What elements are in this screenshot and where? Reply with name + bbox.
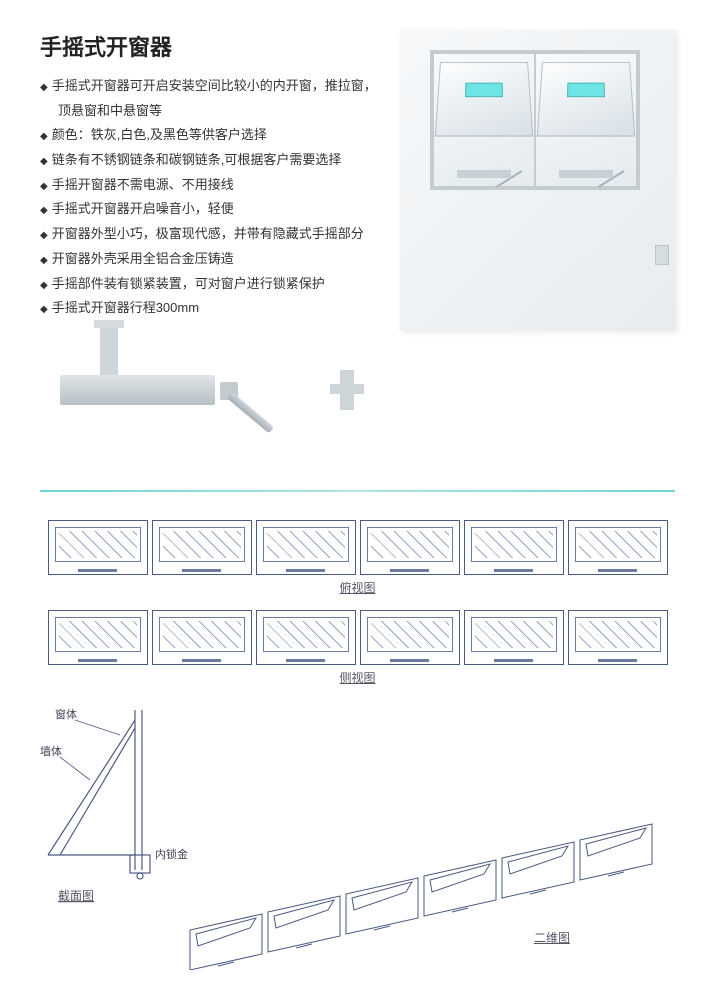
page-title: 手摇式开窗器 [40, 30, 380, 62]
product-spec-page: 手摇式开窗器 手摇式开窗器可开启安装空间比较小的内开窗，推拉窗，顶悬窗和中悬窗等… [0, 0, 715, 1000]
crank-handle [220, 382, 238, 400]
window-unit [568, 610, 668, 665]
window-frame [430, 50, 640, 190]
window-pane-right [536, 52, 638, 188]
mount-post [100, 320, 118, 375]
window-unit [464, 610, 564, 665]
window-unit [360, 520, 460, 575]
feature-item: 手摇式开窗器可开启安装空间比较小的内开窗，推拉窗， [40, 74, 380, 99]
mount-top [94, 320, 124, 328]
feature-item: 手摇部件装有锁紧装置，可对窗户进行锁紧保护 [40, 272, 380, 297]
section-divider [40, 490, 675, 492]
front-elevation-row [40, 520, 675, 575]
top-section: 手摇式开窗器 手摇式开窗器可开启安装空间比较小的内开窗，推拉窗，顶悬窗和中悬窗等… [40, 30, 675, 330]
product-render [400, 30, 675, 330]
window-unit [48, 520, 148, 575]
sensor-bar [567, 83, 605, 98]
window-unit [568, 520, 668, 575]
feature-item: 颜色：铁灰,白色,及黑色等供客户选择 [40, 123, 380, 148]
perspective-label: 二维图 [534, 929, 570, 946]
front-view-label: 俯视图 [40, 579, 675, 596]
window-unit [256, 520, 356, 575]
tilted-glass [435, 62, 534, 137]
perspective-diagram: 二维图 [170, 800, 670, 970]
window-unit [48, 610, 148, 665]
feature-item: 链条有不锈钢链条和碳钢链条,可根据客户需要选择 [40, 148, 380, 173]
bracket-part [340, 370, 354, 410]
window-unit [152, 610, 252, 665]
side-elevation-row [40, 610, 675, 665]
component-render [40, 320, 410, 480]
window-unit [360, 610, 460, 665]
actuator-unit [457, 170, 511, 178]
feature-item: 手摇式开窗器开启噪音小，轻便 [40, 197, 380, 222]
window-unit [256, 610, 356, 665]
feature-item: 开窗器外壳采用全铝合金压铸造 [40, 247, 380, 272]
side-view-label: 侧视图 [40, 669, 675, 686]
feature-item: 顶悬窗和中悬窗等 [40, 99, 380, 124]
text-column: 手摇式开窗器 手摇式开窗器可开启安装空间比较小的内开窗，推拉窗，顶悬窗和中悬窗等… [40, 30, 380, 330]
sensor-bar [465, 83, 503, 98]
feature-item: 开窗器外型小巧，极富现代感，并带有隐藏式手摇部分 [40, 222, 380, 247]
window-pane-left [432, 52, 536, 188]
feature-list: 手摇式开窗器可开启安装空间比较小的内开窗，推拉窗，顶悬窗和中悬窗等颜色：铁灰,白… [40, 74, 380, 321]
tilted-glass [537, 62, 636, 137]
feature-item: 手摇式开窗器行程300mm [40, 296, 380, 321]
window-unit [464, 520, 564, 575]
control-box [655, 245, 669, 265]
wall-body-label: 墙体 [40, 744, 62, 758]
window-body-label: 窗体 [55, 707, 77, 721]
actuator-unit [559, 170, 613, 178]
window-unit [152, 520, 252, 575]
feature-item: 手摇开窗器不需电源、不用接线 [40, 173, 380, 198]
section-view-label: 截面图 [58, 889, 94, 903]
technical-diagrams: 俯视图 侧视图 [40, 520, 675, 700]
actuator-body [60, 375, 215, 405]
